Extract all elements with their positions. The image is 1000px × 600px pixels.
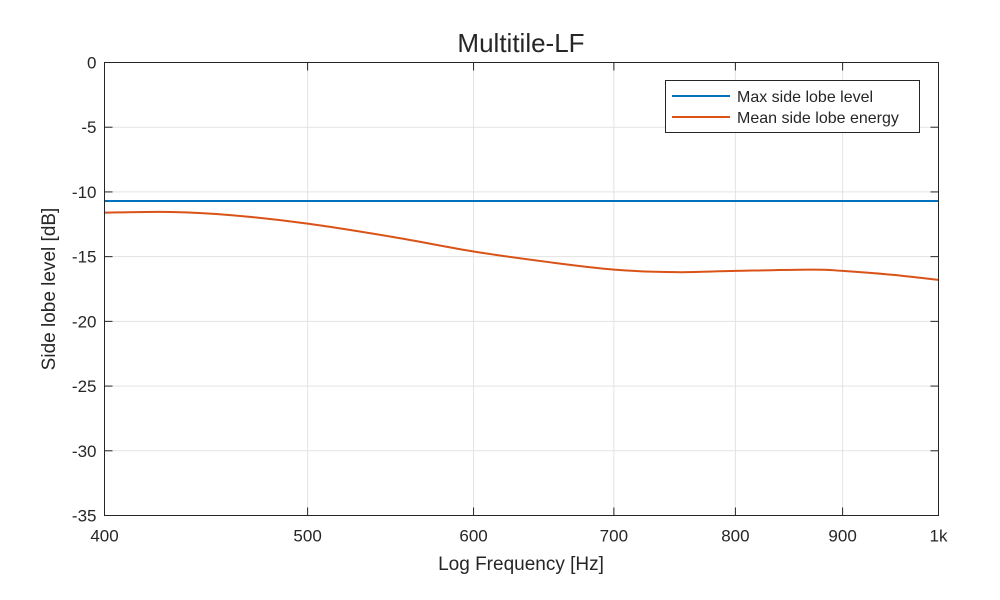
y-tick-label: -30 — [72, 442, 97, 461]
y-tick-label: -25 — [72, 377, 97, 396]
x-tick-label: 600 — [459, 527, 487, 546]
y-tick-label: -5 — [81, 118, 96, 137]
chart-title: Multitile-LF — [457, 28, 584, 58]
y-tick-label: -20 — [72, 312, 97, 331]
legend-label-max-side-lobe: Max side lobe level — [737, 89, 873, 106]
x-tick-label: 900 — [828, 527, 856, 546]
y-tick-label: -35 — [72, 507, 97, 526]
x-tick-label: 400 — [90, 527, 118, 546]
x-tick-label: 800 — [721, 527, 749, 546]
legend-box — [665, 80, 920, 133]
x-tick-label: 1k — [930, 527, 948, 546]
x-tick-label: 500 — [293, 527, 321, 546]
y-tick-label: -10 — [72, 183, 97, 202]
y-tick-label: -15 — [72, 248, 97, 267]
series-line-mean-side-lobe-energy — [104, 210, 939, 281]
plot-frame — [104, 62, 939, 516]
ticks: 400 500 600 700 800 900 1k 0 -5 -10 -15 -20 -25 -30 -3… — [72, 54, 948, 546]
grid — [104, 62, 939, 516]
series-layer — [104, 199, 939, 281]
legend-label-mean-side-lobe: Mean side lobe energy — [737, 110, 899, 127]
x-tick-label: 700 — [600, 527, 628, 546]
y-tick-label: 0 — [87, 54, 96, 73]
x-axis-label: Log Frequency [Hz] — [438, 554, 604, 575]
y-axis-label: Side lobe level [dB] — [39, 208, 60, 371]
legend: Max side lobe level Mean side lobe energ… — [665, 80, 920, 133]
